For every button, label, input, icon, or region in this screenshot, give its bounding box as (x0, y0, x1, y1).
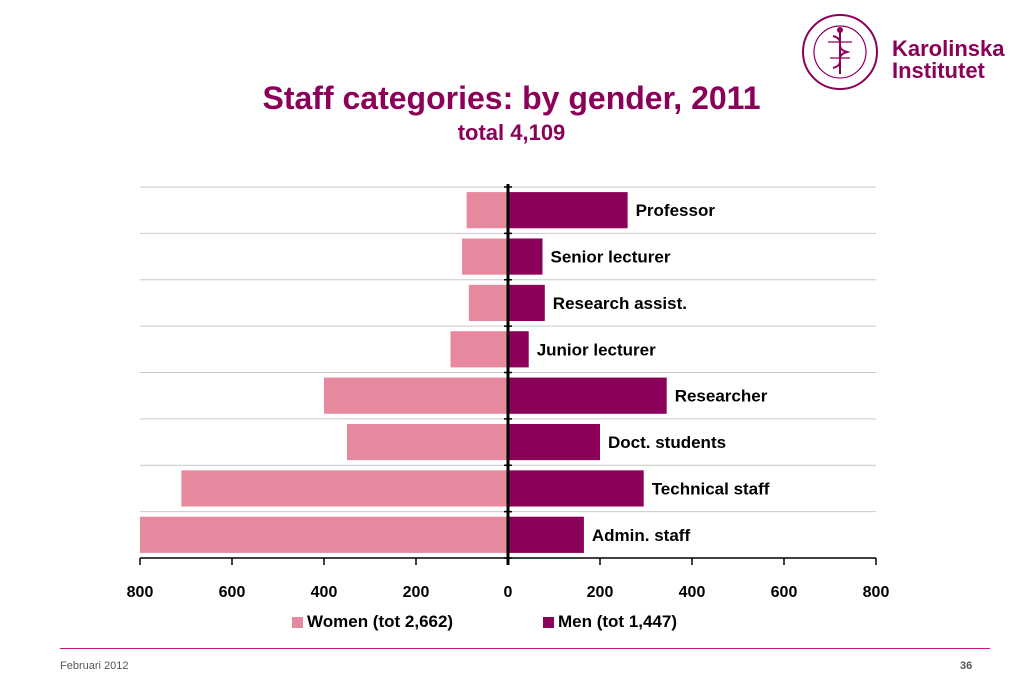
page-number: 36 (960, 660, 973, 672)
x-tick-label: 400 (311, 584, 338, 601)
footer-divider (60, 648, 990, 649)
bar-men-7 (508, 516, 584, 553)
bar-men-3 (508, 331, 529, 368)
chart-title: Staff categories: by gender, 2011 (262, 80, 761, 116)
title-block: Staff categories: by gender, 2011 total … (0, 78, 1023, 148)
karolinska-logo: Karolinska Institutet (800, 12, 1005, 102)
x-tick-label: 200 (403, 584, 430, 601)
bar-men-4 (508, 377, 667, 414)
legend-label-women: Women (tot 2,662) (307, 612, 454, 631)
x-tick-label: 800 (127, 584, 154, 601)
category-label: Doct. students (608, 433, 726, 452)
bar-women-1 (462, 238, 508, 275)
category-label: Research assist. (553, 294, 687, 313)
pyramid-chart: Professor Senior lecturer Research assist.… (127, 184, 890, 601)
category-label: Junior lecturer (537, 340, 656, 359)
bar-men-2 (508, 284, 545, 322)
category-label: Senior lecturer (551, 248, 671, 267)
x-tick-label: 800 (863, 584, 890, 601)
x-tick-label: 400 (679, 584, 706, 601)
bar-women-4 (324, 377, 508, 414)
category-label: Professor (636, 201, 716, 220)
x-tick-label: 200 (587, 584, 614, 601)
bar-women-2 (468, 284, 508, 322)
category-label: Researcher (675, 387, 768, 406)
footer-date: Februari 2012 (60, 660, 129, 672)
category-label: Admin. staff (592, 526, 691, 545)
legend-item-men: Men (tot 1,447) (543, 612, 677, 632)
bar-women-5 (347, 423, 508, 461)
bar-men-5 (508, 423, 600, 461)
logo-line-2: Institutet (892, 58, 985, 83)
x-tick-label: 600 (219, 584, 246, 601)
bar-men-1 (508, 238, 543, 275)
logo-wordmark: Karolinska Institutet (892, 38, 1005, 82)
category-label: Technical staff (652, 479, 770, 498)
legend: Women (tot 2,662) Men (tot 1,447) (0, 612, 1023, 636)
bar-women-6 (181, 470, 508, 507)
logo-line-1: Karolinska (892, 36, 1005, 61)
seal-icon (802, 14, 878, 90)
legend-swatch-men (543, 616, 554, 628)
legend-label-men: Men (tot 1,447) (558, 612, 678, 631)
bar-women-0 (466, 192, 508, 229)
bar-women-7 (140, 516, 508, 553)
legend-swatch-women (292, 616, 303, 628)
x-tick-label: 0 (504, 584, 513, 601)
bar-men-0 (508, 192, 628, 229)
bar-men-6 (508, 470, 644, 507)
legend-item-women: Women (tot 2,662) (292, 612, 453, 632)
chart-subtitle: total 4,109 (457, 120, 566, 145)
x-tick-label: 600 (771, 584, 798, 601)
bar-women-3 (450, 331, 508, 368)
